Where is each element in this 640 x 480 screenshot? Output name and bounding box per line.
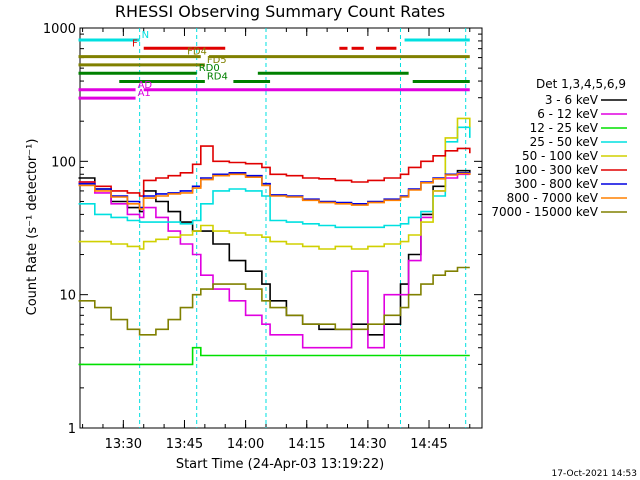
x-tick-label: 14:30	[349, 437, 386, 452]
x-tick-label: 14:00	[227, 437, 264, 452]
x-tick-label: 13:30	[105, 437, 142, 452]
series-line	[78, 172, 471, 210]
y-tick-label: 1000	[43, 22, 76, 37]
x-tick-label: 14:45	[410, 437, 447, 452]
series-line	[78, 126, 471, 229]
flag-label: FD4	[187, 47, 207, 58]
legend-entry-label: 800 - 7000 keV	[507, 191, 599, 205]
legend-entry-label: 50 - 100 keV	[522, 149, 599, 163]
y-axis-label: Count Rate (s⁻¹ detector⁻¹)	[25, 139, 40, 316]
series-line	[78, 173, 470, 349]
x-tick-label: 14:15	[288, 437, 325, 452]
flag-label: RD4	[207, 72, 228, 83]
plot-area: 1 10 100 1000 13:30 13:45 14:00 14:15 14:30 14:45…	[43, 22, 483, 452]
legend-entry-label: 3 - 6 keV	[545, 93, 599, 107]
legend-entry-label: 6 - 12 keV	[537, 107, 599, 121]
flag-label: N	[142, 30, 149, 41]
chart-title: RHESSI Observing Summary Count Rates	[115, 2, 445, 21]
series-line	[78, 117, 471, 250]
legend-entry-label: 7000 - 15000 keV	[491, 205, 598, 219]
timestamp: 17-Oct-2021 14:53	[552, 469, 637, 479]
x-axis-label: Start Time (24-Apr-03 13:19:22)	[176, 457, 384, 472]
legend-title: Det 1,3,4,5,6,9	[536, 77, 626, 91]
y-tick-label: 100	[51, 155, 76, 170]
y-tick-label: 10	[59, 289, 76, 304]
legend-entry-label: 100 - 300 keV	[514, 163, 598, 177]
series-line	[78, 145, 471, 197]
flag-label: A1	[138, 88, 151, 99]
series-line	[78, 346, 470, 366]
y-tick-label: 1	[68, 422, 76, 437]
flag-label: F	[132, 38, 138, 49]
legend-entry-label: 25 - 50 keV	[530, 135, 599, 149]
flag-label: AD	[138, 80, 153, 91]
x-tick-label: 13:45	[166, 437, 203, 452]
legend-entry-label: 12 - 25 keV	[530, 121, 599, 135]
flag-label: FD5	[207, 55, 227, 66]
plot-frame	[79, 27, 483, 429]
series-line	[78, 266, 470, 336]
legend-entry-label: 300 - 800 keV	[514, 177, 598, 191]
flag-label: RD0	[199, 63, 220, 74]
